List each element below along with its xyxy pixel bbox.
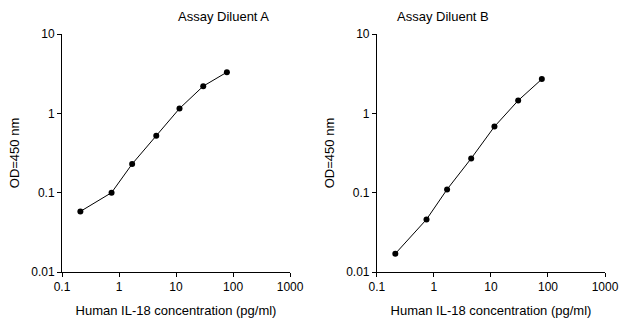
svg-text:0.1: 0.1 bbox=[54, 280, 71, 294]
svg-text:Human IL-18 concentration (pg/: Human IL-18 concentration (pg/ml) bbox=[391, 303, 592, 318]
svg-text:0.01: 0.01 bbox=[31, 265, 55, 279]
svg-text:1000: 1000 bbox=[277, 280, 304, 294]
svg-text:100: 100 bbox=[223, 280, 243, 294]
svg-text:1: 1 bbox=[116, 280, 123, 294]
svg-text:10: 10 bbox=[41, 27, 55, 41]
svg-text:1000: 1000 bbox=[592, 280, 619, 294]
svg-text:Assay Diluent A: Assay Diluent A bbox=[178, 9, 269, 24]
svg-text:1: 1 bbox=[363, 107, 370, 121]
svg-text:0.1: 0.1 bbox=[369, 280, 386, 294]
svg-text:1: 1 bbox=[431, 280, 438, 294]
svg-text:Assay Diluent B: Assay Diluent B bbox=[397, 9, 489, 24]
svg-text:1: 1 bbox=[48, 107, 55, 121]
svg-text:OD=450 nm: OD=450 nm bbox=[7, 118, 22, 188]
svg-text:OD=450 nm: OD=450 nm bbox=[322, 118, 337, 188]
svg-text:100: 100 bbox=[538, 280, 558, 294]
svg-text:10: 10 bbox=[484, 280, 498, 294]
svg-text:10: 10 bbox=[169, 280, 183, 294]
svg-text:0.1: 0.1 bbox=[38, 186, 55, 200]
svg-text:10: 10 bbox=[356, 27, 370, 41]
svg-text:0.1: 0.1 bbox=[353, 186, 370, 200]
svg-text:0.01: 0.01 bbox=[346, 265, 370, 279]
svg-text:Human IL-18 concentration (pg/: Human IL-18 concentration (pg/ml) bbox=[76, 303, 277, 318]
